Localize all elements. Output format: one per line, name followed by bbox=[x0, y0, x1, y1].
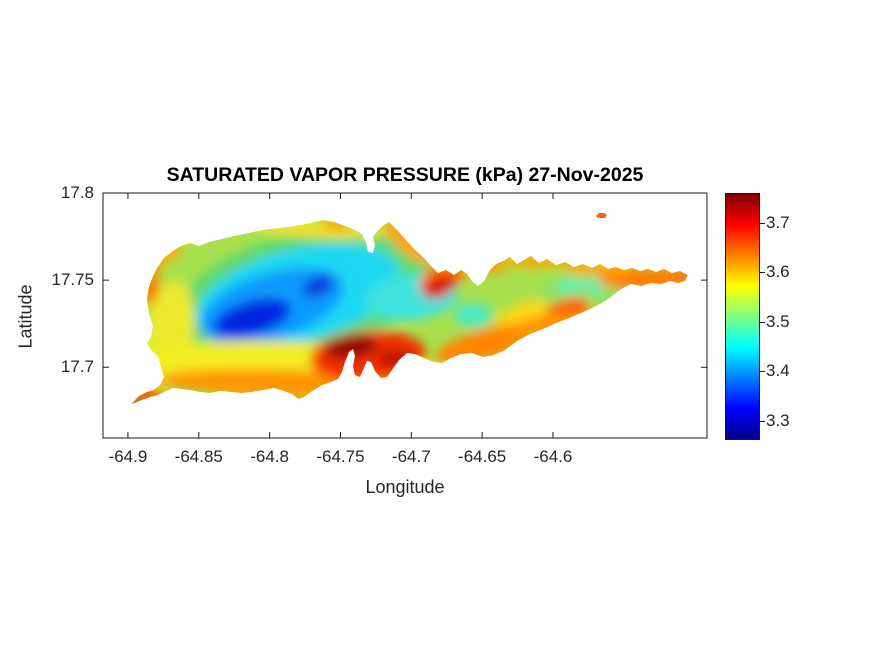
y-axis-label: Latitude bbox=[15, 284, 36, 349]
colorbar-tick-label: 3.3 bbox=[766, 410, 790, 430]
x-tick-label: -64.75 bbox=[316, 447, 365, 466]
heat-blob bbox=[322, 220, 352, 230]
y-tick-label: 17.75 bbox=[51, 270, 94, 290]
colorbar-tick bbox=[760, 371, 765, 373]
colorbar-tick bbox=[760, 420, 765, 422]
heat-blob bbox=[156, 369, 436, 399]
colorbar-tick-label: 3.5 bbox=[766, 311, 790, 331]
axes-frame bbox=[102, 192, 708, 439]
x-axis-label: Longitude bbox=[365, 477, 445, 497]
heat-blob bbox=[675, 272, 688, 282]
x-tick-label: -64.85 bbox=[174, 447, 223, 466]
colorbar bbox=[725, 193, 760, 440]
heat-blob bbox=[325, 334, 377, 360]
y-tick-label: 17.7 bbox=[60, 357, 94, 377]
heat-blob bbox=[426, 258, 506, 274]
colorbar-tick-label: 3.7 bbox=[766, 212, 790, 232]
x-tick-label: -64.6 bbox=[533, 447, 573, 466]
heat-blob bbox=[454, 303, 492, 327]
x-tick-label: -64.65 bbox=[458, 447, 507, 466]
colorbar-tick-label: 3.4 bbox=[766, 361, 790, 381]
x-tick-label: -64.8 bbox=[250, 447, 289, 466]
x-tick-label: -64.9 bbox=[108, 447, 148, 466]
colorbar-tick bbox=[760, 222, 765, 224]
heat-blob bbox=[302, 274, 334, 298]
x-tick-label: -64.7 bbox=[391, 447, 431, 466]
colorbar-tick-label: 3.6 bbox=[766, 262, 790, 282]
island-heatmap bbox=[131, 220, 688, 404]
offshore-islet bbox=[596, 213, 607, 218]
heat-blob bbox=[423, 272, 457, 300]
chart-title: SATURATED VAPOR PRESSURE (kPa) 27-Nov-20… bbox=[166, 164, 644, 186]
heat-blob bbox=[213, 298, 291, 338]
colorbar-tick bbox=[760, 272, 765, 274]
heat-blob bbox=[560, 261, 636, 275]
y-tick-label: 17.8 bbox=[60, 183, 94, 202]
heat-blob bbox=[558, 278, 582, 294]
colorbar-tick bbox=[760, 321, 765, 323]
